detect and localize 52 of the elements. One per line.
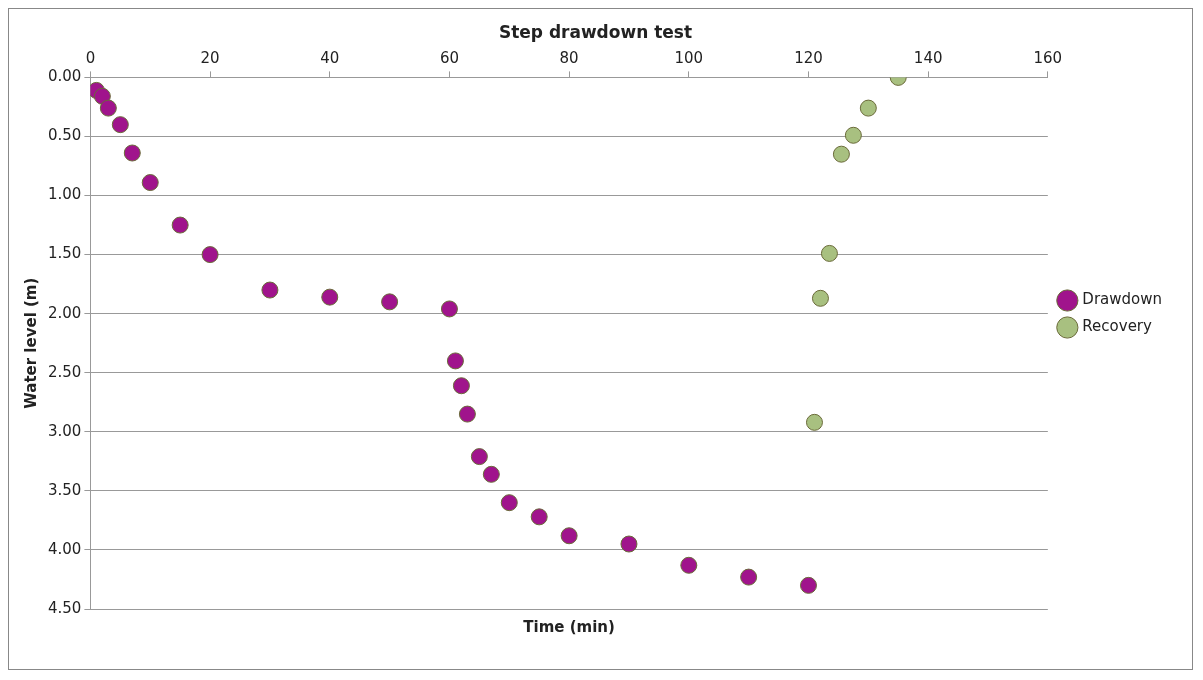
point bbox=[446, 352, 464, 370]
y-tick-label: 3.50 bbox=[47, 480, 82, 499]
y-axis-title: Water level (m) bbox=[21, 277, 40, 409]
point bbox=[141, 174, 159, 192]
x-tick-label: 0 bbox=[85, 49, 96, 68]
y-tick-label: 0.50 bbox=[47, 126, 82, 145]
y-tick-label: 1.00 bbox=[47, 185, 82, 204]
point bbox=[740, 568, 758, 586]
point bbox=[560, 527, 578, 545]
point bbox=[680, 556, 698, 574]
y-tick-label: 3.00 bbox=[47, 421, 82, 440]
chart-title: Step drawdown test bbox=[498, 21, 693, 42]
x-tick-label: 160 bbox=[1033, 49, 1063, 68]
y-tick-label: 4.00 bbox=[47, 539, 82, 558]
x-tick-label: 80 bbox=[559, 49, 579, 68]
legend-label: Drawdown bbox=[1082, 290, 1163, 309]
x-tick-label: 120 bbox=[794, 49, 823, 68]
point bbox=[805, 413, 823, 431]
point bbox=[201, 246, 219, 264]
point bbox=[99, 99, 117, 117]
point bbox=[820, 244, 838, 262]
point bbox=[452, 377, 470, 395]
point bbox=[111, 116, 129, 134]
point bbox=[381, 293, 399, 311]
point bbox=[123, 144, 141, 162]
x-tick-label: 100 bbox=[674, 49, 704, 68]
point bbox=[440, 300, 458, 318]
x-tick-label: 140 bbox=[913, 49, 943, 68]
point bbox=[500, 494, 518, 512]
point bbox=[859, 99, 877, 117]
y-tick-label: 0.00 bbox=[47, 67, 82, 86]
point bbox=[482, 465, 500, 483]
x-tick-label: 20 bbox=[200, 49, 220, 68]
y-tick-label: 4.50 bbox=[47, 598, 82, 617]
point bbox=[470, 448, 488, 466]
point bbox=[844, 126, 862, 144]
legend-label: Recovery bbox=[1082, 317, 1153, 336]
y-tick-label: 2.50 bbox=[47, 362, 82, 381]
x-axis-title: Time (min) bbox=[523, 618, 615, 637]
point bbox=[321, 288, 339, 306]
point bbox=[799, 576, 817, 594]
point bbox=[530, 508, 548, 526]
point bbox=[171, 216, 189, 234]
x-tick-label: 40 bbox=[320, 49, 340, 68]
point bbox=[620, 535, 638, 553]
y-tick-label: 2.00 bbox=[47, 303, 82, 322]
point bbox=[811, 289, 829, 307]
point bbox=[261, 281, 279, 299]
x-tick-label: 60 bbox=[439, 49, 459, 68]
y-tick-label: 1.50 bbox=[47, 244, 82, 263]
point bbox=[458, 405, 476, 423]
point bbox=[832, 145, 850, 163]
